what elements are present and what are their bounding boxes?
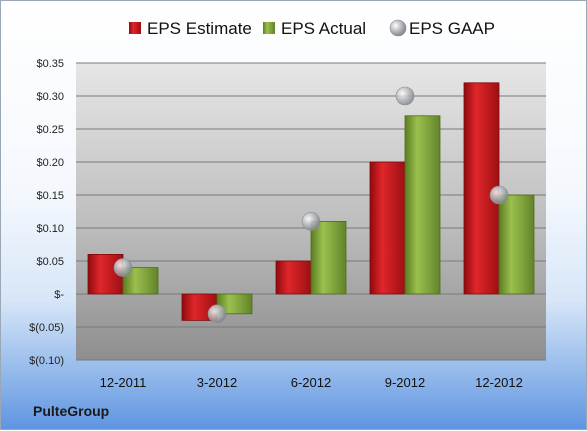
- x-tick-label: 3-2012: [197, 375, 237, 390]
- eps-gaap-point: [113, 258, 133, 277]
- legend-swatch: [129, 22, 141, 34]
- eps-gaap-point: [207, 304, 227, 324]
- gaap-points: [113, 86, 509, 324]
- eps-actual-bar: [498, 194, 535, 295]
- x-axis: 12-2011 3-2012 6-2012 9-2012 12-2012: [100, 375, 523, 390]
- y-tick-label: $0.30: [36, 91, 64, 103]
- y-tick-label: $(0.10): [29, 355, 64, 367]
- y-tick-label: $0.10: [36, 223, 64, 235]
- company-name: PulteGroup: [33, 403, 110, 419]
- eps-gaap-point: [395, 86, 415, 106]
- legend-swatch: [389, 19, 407, 37]
- y-axis: $0.35 $0.30 $0.25 $0.20 $0.15 $0.10 $0.05 $- $(0…: [29, 58, 64, 367]
- y-tick-label: $0.05: [36, 256, 64, 268]
- eps-actual-bar: [310, 220, 347, 295]
- x-tick-label: 9-2012: [385, 375, 425, 390]
- bars: [87, 82, 535, 321]
- legend: EPS Estimate EPS Actual EPS GAAP: [129, 19, 495, 38]
- eps-gaap-point: [489, 185, 509, 205]
- eps-gaap-point: [301, 212, 321, 231]
- y-tick-label: $-: [54, 289, 64, 301]
- legend-label: EPS Actual: [281, 19, 366, 38]
- x-tick-label: 6-2012: [291, 375, 331, 390]
- y-tick-label: $0.20: [36, 157, 64, 169]
- eps-estimate-bar: [275, 260, 312, 295]
- y-tick-label: $0.35: [36, 58, 64, 70]
- y-tick-label: $(0.05): [29, 322, 64, 334]
- x-tick-label: 12-2012: [475, 375, 523, 390]
- eps-actual-bar: [404, 115, 441, 295]
- legend-label: EPS Estimate: [147, 19, 252, 38]
- eps-actual-bar: [216, 293, 253, 315]
- eps-estimate-bar: [369, 161, 406, 295]
- x-tick-label: 12-2011: [100, 375, 147, 390]
- legend-label: EPS GAAP: [409, 19, 495, 38]
- y-tick-label: $0.15: [36, 190, 64, 202]
- legend-swatch: [263, 22, 275, 34]
- y-tick-label: $0.25: [36, 124, 64, 136]
